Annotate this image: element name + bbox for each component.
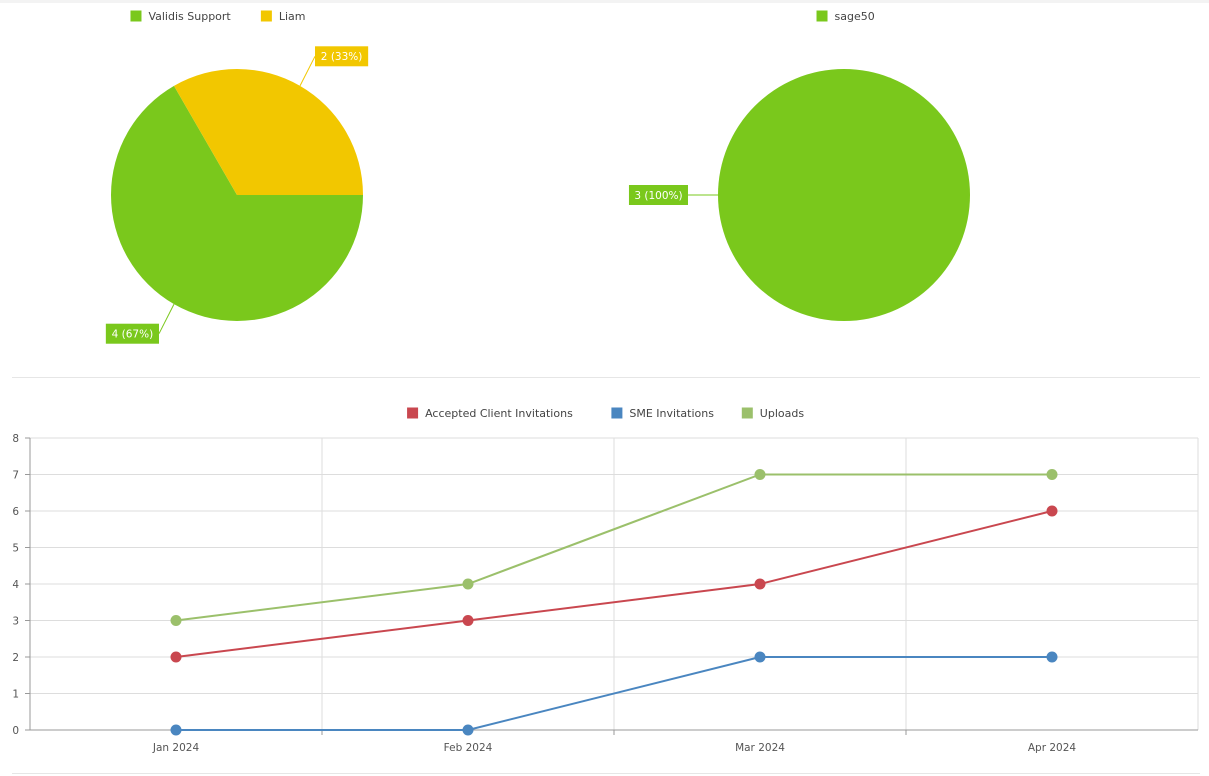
pie-data-label-text: 4 (67%) bbox=[112, 328, 154, 340]
data-point[interactable] bbox=[170, 615, 182, 626]
section-divider bbox=[12, 377, 1200, 378]
legend-label: sage50 bbox=[835, 10, 875, 23]
pie-slice-liam[interactable] bbox=[174, 68, 363, 195]
legend-swatch bbox=[130, 10, 142, 22]
legend-item-validis-support[interactable]: Validis Support bbox=[130, 10, 231, 23]
pie-data-label: 2 (33%) bbox=[315, 46, 369, 67]
legend-swatch bbox=[816, 10, 828, 22]
y-tick-label: 5 bbox=[12, 542, 19, 554]
x-tick-label: Apr 2024 bbox=[1028, 742, 1077, 754]
y-tick-label: 7 bbox=[12, 469, 19, 481]
data-point[interactable] bbox=[170, 724, 182, 736]
x-tick-label: Mar 2024 bbox=[735, 742, 785, 754]
pie-data-label-box bbox=[105, 323, 159, 344]
pie-data-label-text: 3 (100%) bbox=[634, 190, 682, 202]
series-accepted-client-invitations bbox=[170, 505, 1058, 663]
x-tick-label: Jan 2024 bbox=[152, 742, 200, 754]
y-tick-label: 4 bbox=[12, 579, 19, 591]
data-point[interactable] bbox=[1046, 469, 1058, 480]
y-tick-label: 3 bbox=[12, 615, 19, 627]
y-tick-label: 6 bbox=[12, 506, 19, 518]
data-point[interactable] bbox=[754, 469, 766, 480]
data-point[interactable] bbox=[754, 651, 766, 663]
series-line bbox=[176, 656, 1052, 731]
pie-data-label-text: 2 (33%) bbox=[321, 51, 363, 63]
legend-label: Validis Support bbox=[148, 10, 231, 23]
pie-data-label-box bbox=[628, 185, 688, 205]
legend-label: Uploads bbox=[760, 407, 805, 420]
y-tick-label: 1 bbox=[12, 688, 19, 700]
data-point[interactable] bbox=[1046, 651, 1058, 663]
legend: sage50 bbox=[816, 10, 875, 23]
data-point[interactable] bbox=[1046, 505, 1058, 517]
legend-item-sme-invitations[interactable]: SME Invitations bbox=[611, 407, 714, 420]
legend-item-liam[interactable]: Liam bbox=[260, 10, 306, 23]
pie-label-leader bbox=[299, 56, 316, 87]
legend-label: Accepted Client Invitations bbox=[425, 407, 573, 420]
legend-item-sage50[interactable]: sage50 bbox=[816, 10, 875, 23]
y-tick-label: 0 bbox=[12, 725, 19, 737]
legend-label: Liam bbox=[279, 10, 306, 23]
x-tick-label: Feb 2024 bbox=[444, 742, 493, 754]
top-rule bbox=[0, 0, 1209, 3]
legend-label: SME Invitations bbox=[629, 407, 714, 420]
chart-gridlines bbox=[25, 437, 1199, 735]
pie-slice-validis-support[interactable] bbox=[111, 85, 364, 321]
legend-item-accepted-client-invitations[interactable]: Accepted Client Invitations bbox=[407, 407, 573, 420]
y-tick-label: 2 bbox=[12, 652, 19, 664]
series-sme-invitations bbox=[170, 651, 1058, 736]
pie-chart-sources: sage50 3 (100%) bbox=[628, 10, 970, 321]
pie-data-label-box bbox=[315, 46, 369, 67]
data-point[interactable] bbox=[462, 615, 474, 626]
pie-chart-users: Validis Support Liam 4 (67%) 2 (33%) bbox=[105, 10, 369, 344]
series-line bbox=[175, 510, 1053, 658]
legend-item-uploads[interactable]: Uploads bbox=[741, 407, 805, 420]
legend-swatch bbox=[741, 407, 753, 419]
data-point[interactable] bbox=[754, 578, 766, 590]
legend-swatch bbox=[611, 407, 623, 419]
bottom-divider bbox=[12, 773, 1200, 774]
legend-swatch bbox=[260, 10, 272, 22]
data-point[interactable] bbox=[462, 724, 474, 736]
pie-data-label: 3 (100%) bbox=[628, 185, 688, 205]
legend: Validis Support Liam bbox=[130, 10, 306, 23]
y-tick-label: 8 bbox=[12, 433, 19, 445]
series-uploads bbox=[170, 469, 1058, 626]
pie-slice-sage50[interactable] bbox=[718, 69, 970, 321]
data-point[interactable] bbox=[170, 651, 182, 663]
legend-swatch bbox=[407, 407, 419, 419]
legend: Accepted Client Invitations SME Invitatio… bbox=[407, 407, 804, 420]
pie-label-leader bbox=[158, 303, 175, 334]
pie-data-label: 4 (67%) bbox=[105, 323, 159, 344]
line-chart-activity: Accepted Client Invitations SME Invitatio… bbox=[12, 407, 1199, 754]
data-point[interactable] bbox=[462, 578, 474, 590]
series-line bbox=[175, 473, 1052, 622]
